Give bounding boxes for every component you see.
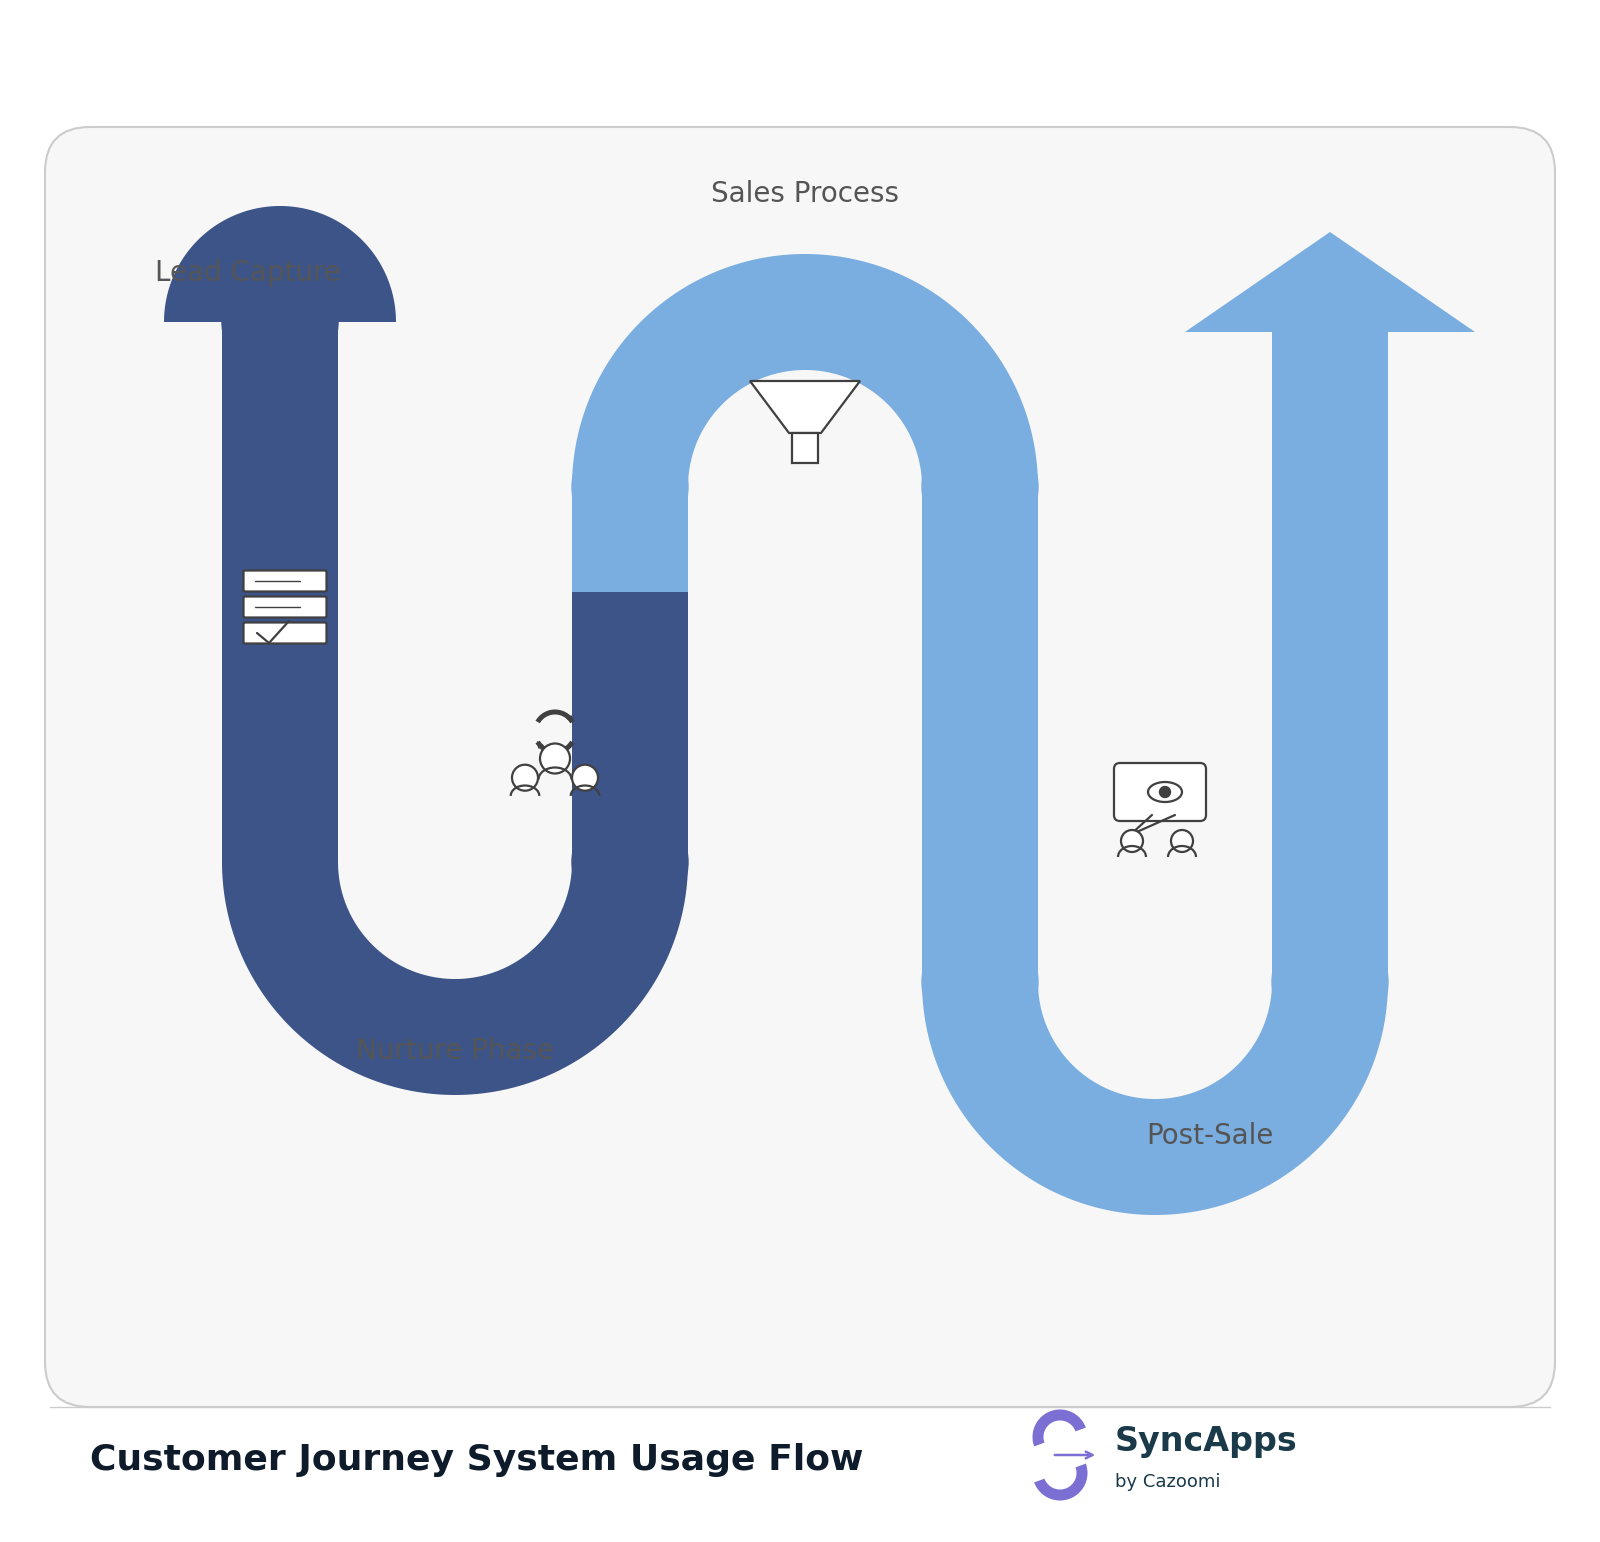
- Polygon shape: [573, 254, 1038, 487]
- Circle shape: [1272, 924, 1389, 1039]
- Polygon shape: [1034, 1463, 1088, 1500]
- Circle shape: [1171, 830, 1194, 853]
- Circle shape: [512, 765, 538, 791]
- Polygon shape: [1032, 1409, 1086, 1446]
- Text: Post-Sale: Post-Sale: [1146, 1123, 1274, 1150]
- FancyBboxPatch shape: [45, 126, 1555, 1406]
- Circle shape: [541, 743, 570, 774]
- Polygon shape: [1272, 332, 1389, 982]
- Ellipse shape: [1149, 782, 1182, 802]
- Polygon shape: [165, 207, 397, 322]
- Text: Lead Capture: Lead Capture: [155, 259, 341, 287]
- FancyBboxPatch shape: [243, 623, 326, 643]
- Polygon shape: [573, 487, 688, 592]
- FancyBboxPatch shape: [243, 571, 326, 592]
- Polygon shape: [222, 322, 338, 862]
- Circle shape: [922, 429, 1038, 544]
- Circle shape: [573, 803, 688, 921]
- Polygon shape: [1130, 816, 1174, 836]
- Circle shape: [1160, 786, 1171, 797]
- Polygon shape: [573, 592, 688, 862]
- Text: Customer Journey System Usage Flow: Customer Journey System Usage Flow: [90, 1443, 864, 1477]
- FancyBboxPatch shape: [243, 597, 326, 617]
- Circle shape: [222, 264, 338, 379]
- Text: Nurture Phase: Nurture Phase: [355, 1038, 554, 1066]
- Polygon shape: [222, 862, 688, 1095]
- Polygon shape: [536, 709, 574, 723]
- Polygon shape: [750, 381, 861, 433]
- Polygon shape: [536, 740, 574, 754]
- Polygon shape: [922, 487, 1038, 982]
- Text: Sales Process: Sales Process: [710, 180, 899, 208]
- Text: SyncApps: SyncApps: [1115, 1425, 1298, 1459]
- FancyBboxPatch shape: [1114, 763, 1206, 820]
- Polygon shape: [922, 982, 1389, 1215]
- Circle shape: [922, 924, 1038, 1039]
- Circle shape: [573, 429, 688, 544]
- Bar: [792, 433, 818, 463]
- Polygon shape: [1186, 231, 1475, 332]
- Text: by Cazoomi: by Cazoomi: [1115, 1473, 1221, 1491]
- Circle shape: [573, 765, 598, 791]
- Circle shape: [1122, 830, 1142, 853]
